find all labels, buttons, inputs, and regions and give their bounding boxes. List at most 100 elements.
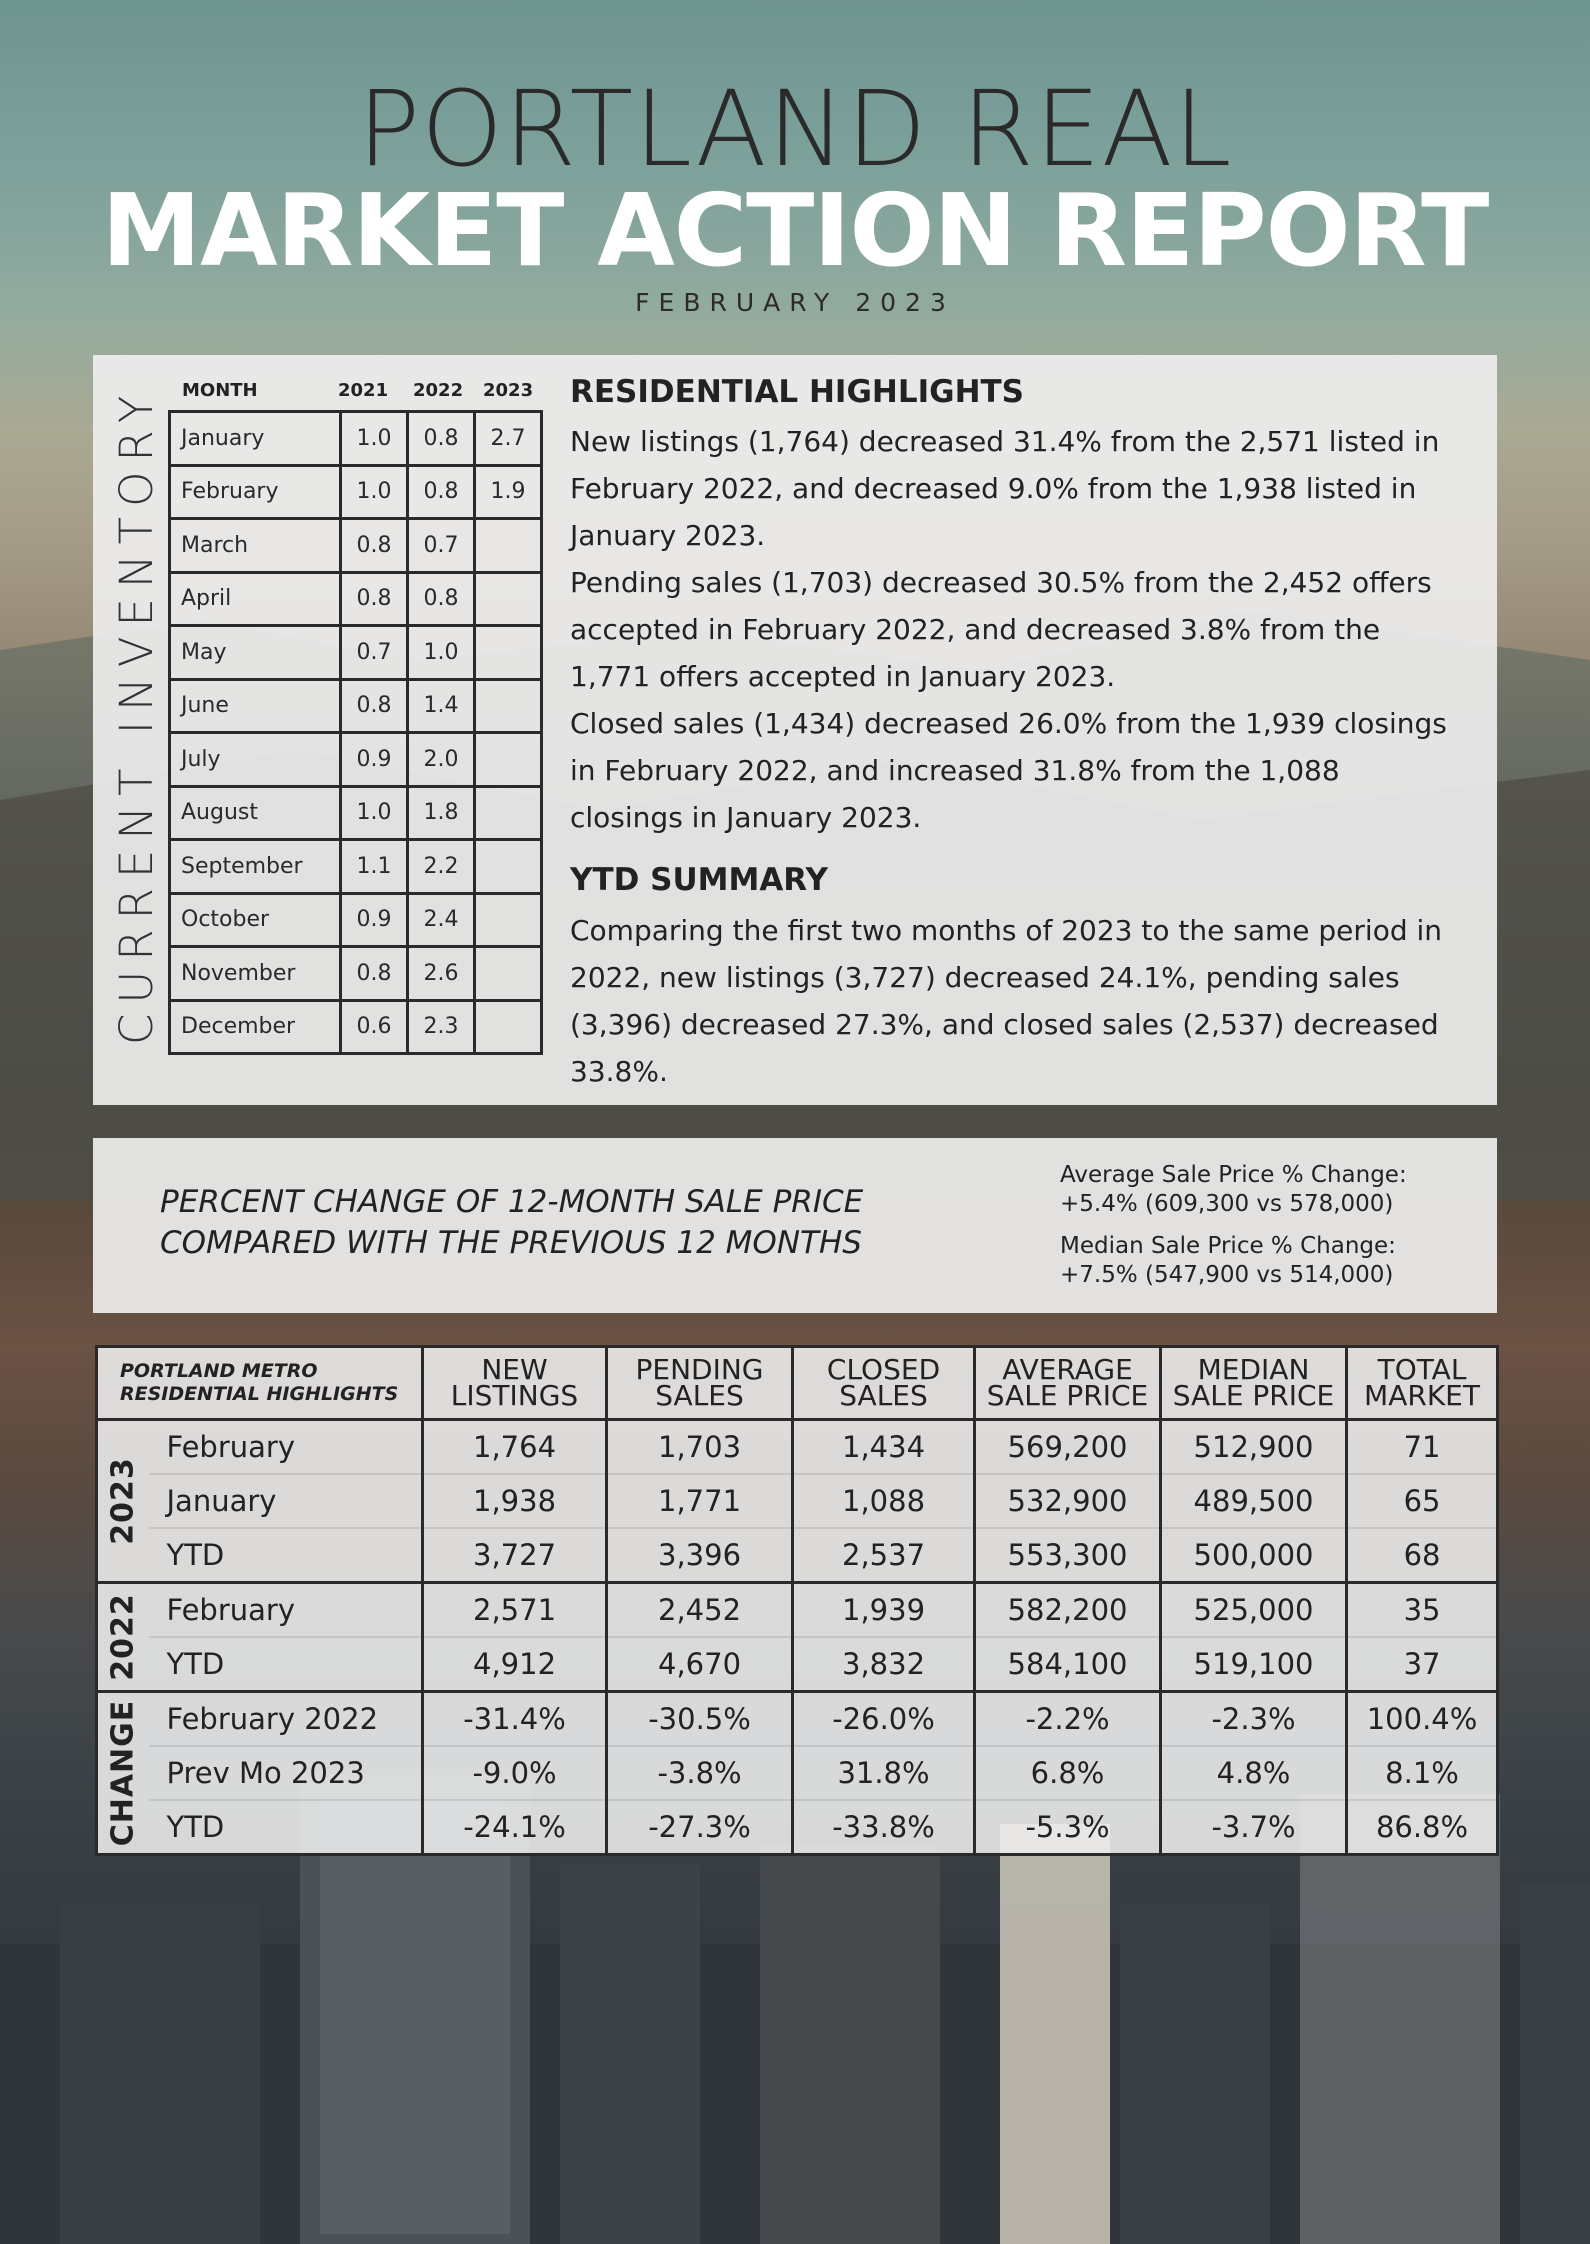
inventory-value-cell: 0.6 xyxy=(339,998,409,1055)
table-cell: 2,452 xyxy=(605,1581,795,1638)
table-cell: 2,537 xyxy=(791,1527,977,1584)
inventory-row: February 1.0 0.8 1.9 xyxy=(168,463,543,520)
table-cell: 512,900 xyxy=(1159,1418,1349,1475)
table-cell: 3,727 xyxy=(421,1527,609,1584)
inventory-value-cell: 2.2 xyxy=(406,838,476,895)
column-header-line: SALES xyxy=(655,1379,744,1412)
inventory-value-cell: 1.0 xyxy=(339,410,409,467)
table-cell: 1,764 xyxy=(421,1418,609,1475)
inventory-header-month: MONTH xyxy=(182,380,258,401)
table-cell: 37 xyxy=(1345,1636,1500,1693)
highlights-pending-sales: Pending sales (1,703) decreased 30.5% fr… xyxy=(570,566,1432,693)
table-cell: 8.1% xyxy=(1345,1745,1500,1801)
inventory-value-cell xyxy=(473,784,543,841)
table-cell: -3.7% xyxy=(1159,1799,1349,1856)
table-cell: -2.2% xyxy=(973,1690,1163,1747)
percent-change-title: PERCENT CHANGE OF 12-MONTH SALE PRICE CO… xyxy=(160,1182,863,1264)
column-header-median-sale-price: MEDIAN SALE PRICE xyxy=(1159,1345,1349,1421)
table-cell: 569,200 xyxy=(973,1418,1163,1475)
inventory-row: June 0.8 1.4 xyxy=(168,677,543,734)
table-cell: 65 xyxy=(1345,1473,1500,1529)
table-cell: 553,300 xyxy=(973,1527,1163,1584)
table-cell: 582,200 xyxy=(973,1581,1163,1638)
table-row: CHANGE February 2022 -31.4% -30.5% -26.0% -2.… xyxy=(95,1690,1500,1856)
table-cell: 489,500 xyxy=(1159,1473,1349,1529)
table-cell: 2,571 xyxy=(421,1581,609,1638)
inventory-value-cell: 2.6 xyxy=(406,945,476,1002)
table-cell: 100.4% xyxy=(1345,1690,1500,1747)
average-price-change-label: Average Sale Price % Change: xyxy=(1060,1162,1407,1188)
group-label: 2023 xyxy=(105,1457,141,1545)
inventory-row: December 0.6 2.3 xyxy=(168,998,543,1055)
inventory-value-cell: 1.8 xyxy=(406,784,476,841)
column-header-line: NEW xyxy=(481,1353,548,1386)
table-cell: 1,434 xyxy=(791,1418,977,1475)
table-cell: 1,703 xyxy=(605,1418,795,1475)
highlights-closed-sales: Closed sales (1,434) decreased 26.0% fro… xyxy=(570,707,1447,834)
column-header-line: CLOSED xyxy=(826,1353,941,1386)
column-header-pending-sales: PENDING SALES xyxy=(605,1345,795,1421)
table-cell: 4,670 xyxy=(605,1636,795,1693)
average-price-change: Average Sale Price % Change: +5.4% (609,… xyxy=(1060,1161,1407,1219)
group-label: CHANGE xyxy=(105,1699,141,1847)
inventory-month-cell: December xyxy=(168,998,342,1055)
table-row: Prev Mo 2023 -9.0% -3.8% 31.8% 6.8% 4.8% 8.1% xyxy=(97,1745,1500,1801)
column-header-line: MARKET xyxy=(1364,1379,1480,1412)
inventory-value-cell: 0.9 xyxy=(339,891,409,948)
inventory-month-cell: June xyxy=(168,677,342,734)
group-label: 2022 xyxy=(105,1593,141,1681)
inventory-value-cell xyxy=(473,570,543,627)
inventory-value-cell: 0.8 xyxy=(339,570,409,627)
inventory-row: September 1.1 2.2 xyxy=(168,838,543,895)
table-cell: 68 xyxy=(1345,1527,1500,1584)
inventory-value-cell: 0.8 xyxy=(339,517,409,574)
table-cell: 31.8% xyxy=(791,1745,977,1801)
inventory-month-cell: April xyxy=(168,570,342,627)
metro-highlights-table: PORTLAND METRO RESIDENTIAL HIGHLIGHTS NE… xyxy=(94,1345,1500,1856)
inventory-value-cell: 1.0 xyxy=(339,784,409,841)
inventory-value-cell: 1.0 xyxy=(406,624,476,681)
table-cell: -9.0% xyxy=(421,1745,609,1801)
inventory-value-cell: 2.7 xyxy=(473,410,543,467)
table-cell: 1,088 xyxy=(791,1473,977,1529)
residential-highlights-title: RESIDENTIAL HIGHLIGHTS xyxy=(570,374,1024,410)
group-label-cell: CHANGE xyxy=(95,1690,149,1856)
inventory-value-cell: 2.4 xyxy=(406,891,476,948)
inventory-month-cell: October xyxy=(168,891,342,948)
inventory-value-cell: 0.9 xyxy=(339,731,409,788)
row-label: February xyxy=(148,1581,425,1638)
table-cell: 86.8% xyxy=(1345,1799,1500,1856)
inventory-value-cell xyxy=(473,838,543,895)
column-header-new-listings: NEW LISTINGS xyxy=(421,1345,609,1421)
inventory-row: March 0.8 0.7 xyxy=(168,517,543,574)
table-cell: -33.8% xyxy=(791,1799,977,1856)
inventory-month-cell: July xyxy=(168,731,342,788)
table-cell: 519,100 xyxy=(1159,1636,1349,1693)
table-cell: 6.8% xyxy=(973,1745,1163,1801)
inventory-value-cell xyxy=(473,731,543,788)
table-cell: 4.8% xyxy=(1159,1745,1349,1801)
inventory-month-cell: February xyxy=(168,463,342,520)
table-cell: 1,939 xyxy=(791,1581,977,1638)
inventory-value-cell: 1.0 xyxy=(339,463,409,520)
inventory-month-cell: September xyxy=(168,838,342,895)
table-cell: 500,000 xyxy=(1159,1527,1349,1584)
inventory-month-cell: March xyxy=(168,517,342,574)
table-cell: -27.3% xyxy=(605,1799,795,1856)
inventory-row: November 0.8 2.6 xyxy=(168,945,543,1002)
report-title-main: MARKET ACTION REPORT xyxy=(101,172,1490,289)
column-header-line: SALE PRICE xyxy=(986,1379,1149,1412)
ytd-summary-title: YTD SUMMARY xyxy=(570,862,828,898)
report-date: FEBRUARY 2023 xyxy=(635,288,955,317)
inventory-value-cell xyxy=(473,677,543,734)
table-cell: 35 xyxy=(1345,1581,1500,1638)
inventory-row: July 0.9 2.0 xyxy=(168,731,543,788)
column-header-line: AVERAGE xyxy=(1002,1353,1133,1386)
inventory-value-cell: 0.8 xyxy=(406,463,476,520)
percent-change-title-line2: COMPARED WITH THE PREVIOUS 12 MONTHS xyxy=(160,1225,862,1261)
table-row: YTD 4,912 4,670 3,832 584,100 519,100 37 xyxy=(97,1636,1500,1693)
metro-table-corner-line1: PORTLAND METRO xyxy=(120,1360,318,1382)
row-label: February 2022 xyxy=(148,1690,425,1747)
percent-change-title-line1: PERCENT CHANGE OF 12-MONTH SALE PRICE xyxy=(160,1184,864,1220)
current-inventory-label: CURRENT INVENTORY xyxy=(110,385,163,1045)
